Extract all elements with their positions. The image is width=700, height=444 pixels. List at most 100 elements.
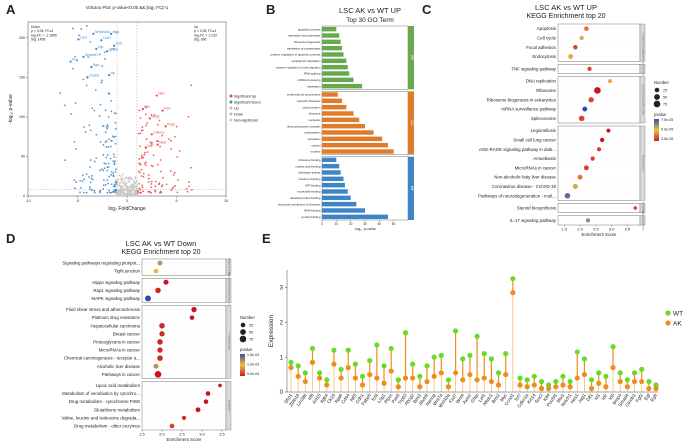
x-tick-label: 10 — [224, 199, 228, 203]
point-sig-down — [104, 183, 107, 186]
ak-point — [503, 371, 509, 378]
gene-tick-label: Irf6 — [307, 392, 315, 401]
ak-point — [324, 382, 330, 388]
dotplot-term-label: Small cell lung cancer — [513, 137, 556, 142]
point-labeled-up — [141, 107, 144, 111]
go-term-label: mitochondrion — [302, 105, 321, 109]
point-sig-down — [109, 157, 112, 160]
point-sig-up — [149, 141, 152, 144]
point-sig-down — [82, 78, 85, 81]
ak-point — [374, 375, 380, 381]
go-bar — [322, 208, 365, 213]
point-sig-down — [112, 175, 115, 178]
point-sig-down — [110, 110, 113, 113]
gene-label-up: Ndn — [147, 144, 153, 148]
wt-point — [646, 378, 652, 385]
gene-label-up: Peg3 — [167, 122, 175, 126]
point-sig-up — [160, 170, 163, 173]
go-term-label: identical protein binding — [290, 196, 321, 200]
point-sig-down — [70, 113, 73, 115]
wt-point — [402, 330, 409, 336]
wt-point — [631, 370, 638, 376]
wt-point — [417, 373, 423, 379]
wt-point — [352, 361, 359, 367]
point-sig-down — [114, 112, 117, 115]
point-sig-down — [114, 170, 117, 173]
point-sig-down — [104, 57, 106, 60]
go-group-name: MF — [410, 186, 414, 192]
point-sig-down — [72, 67, 74, 70]
point-nonsig — [119, 188, 122, 191]
point-sig-down — [113, 162, 116, 165]
down-summary-line: p < 0.05, FC≤1 — [31, 29, 54, 33]
gene-tick-label: Egfr — [649, 392, 658, 402]
point-sig-up — [139, 171, 141, 174]
gene-tick-label: Fzd7 — [448, 392, 458, 404]
dotplot-group-strip — [639, 23, 646, 62]
point-sig-down — [112, 172, 115, 175]
go-term-label: small-subunit processome — [287, 93, 321, 97]
ak-point — [581, 371, 588, 378]
size-legend-label: 25 — [663, 89, 667, 93]
point-sig-up — [139, 188, 142, 191]
point-sig-up — [137, 132, 140, 135]
wt-point — [460, 356, 466, 362]
ak-point — [596, 380, 602, 386]
wt-point — [453, 328, 459, 334]
wt-point — [431, 354, 437, 360]
ak-point — [431, 373, 437, 379]
dotplot-group-name: Cellular Processes — [228, 258, 231, 277]
ak-point — [402, 375, 409, 381]
y-tick-label: 1 — [280, 355, 284, 361]
go-term-label: hydrolase activity — [298, 171, 321, 175]
point-nonsig — [127, 187, 129, 190]
kegg-down-subtitle: KEGG Enrichment top 20 — [122, 249, 201, 256]
size-legend-label: 75 — [249, 338, 253, 342]
point-labeled-up — [148, 117, 151, 120]
point-labeled-down — [90, 65, 93, 69]
dotplot-term-label: Drug metabolism - other enzymes — [74, 423, 141, 428]
gene-tick-label: Id1 — [593, 392, 601, 400]
point-sig-up — [173, 171, 176, 174]
ak-point — [417, 384, 423, 390]
gene-tick-label: Klf4 — [542, 392, 551, 402]
point-sig-up — [146, 122, 148, 125]
point-sig-down — [93, 160, 96, 163]
go-term-label: positive regulation of cell migration — [276, 65, 321, 69]
point-sig-down — [83, 191, 85, 194]
point-nonsig — [130, 183, 133, 186]
point-sig-up — [178, 150, 181, 152]
point-sig-up — [170, 189, 173, 192]
ak-point — [610, 365, 616, 371]
point-sig-up — [162, 176, 165, 179]
expression-ylabel: Expression — [268, 315, 275, 348]
x-tick-label: 20 — [349, 222, 353, 226]
point-labeled-down — [113, 44, 116, 47]
x-tick-label: 2.5 — [179, 432, 185, 437]
point-nonsig — [115, 183, 118, 186]
point-sig-up — [140, 175, 143, 177]
point-sig-down — [107, 116, 110, 118]
point-sig-up — [144, 113, 147, 116]
ak-point — [474, 377, 480, 383]
point-sig-up — [190, 189, 193, 191]
wt-point — [395, 377, 401, 383]
dotplot-point — [157, 347, 163, 353]
point-sig-down — [74, 187, 76, 190]
point-sig-down — [64, 159, 66, 162]
point-nonsig — [131, 185, 134, 188]
point-sig-down — [112, 47, 115, 50]
go-bar — [322, 195, 351, 201]
point-nonsig — [124, 182, 127, 185]
panel-label-d: D — [6, 231, 15, 246]
dotplot-point — [573, 45, 578, 50]
point-sig-up — [150, 143, 153, 146]
point-sig-down — [83, 126, 86, 128]
point-nonsig — [128, 178, 131, 181]
go-term-label: ribosome biogenesis — [294, 40, 321, 44]
x-tick-label: 1.5 — [139, 432, 145, 437]
point-sig-down — [113, 136, 116, 139]
point-sig-down — [106, 179, 109, 182]
y-tick-label: 0 — [280, 390, 284, 396]
go-group-strip — [408, 26, 414, 90]
